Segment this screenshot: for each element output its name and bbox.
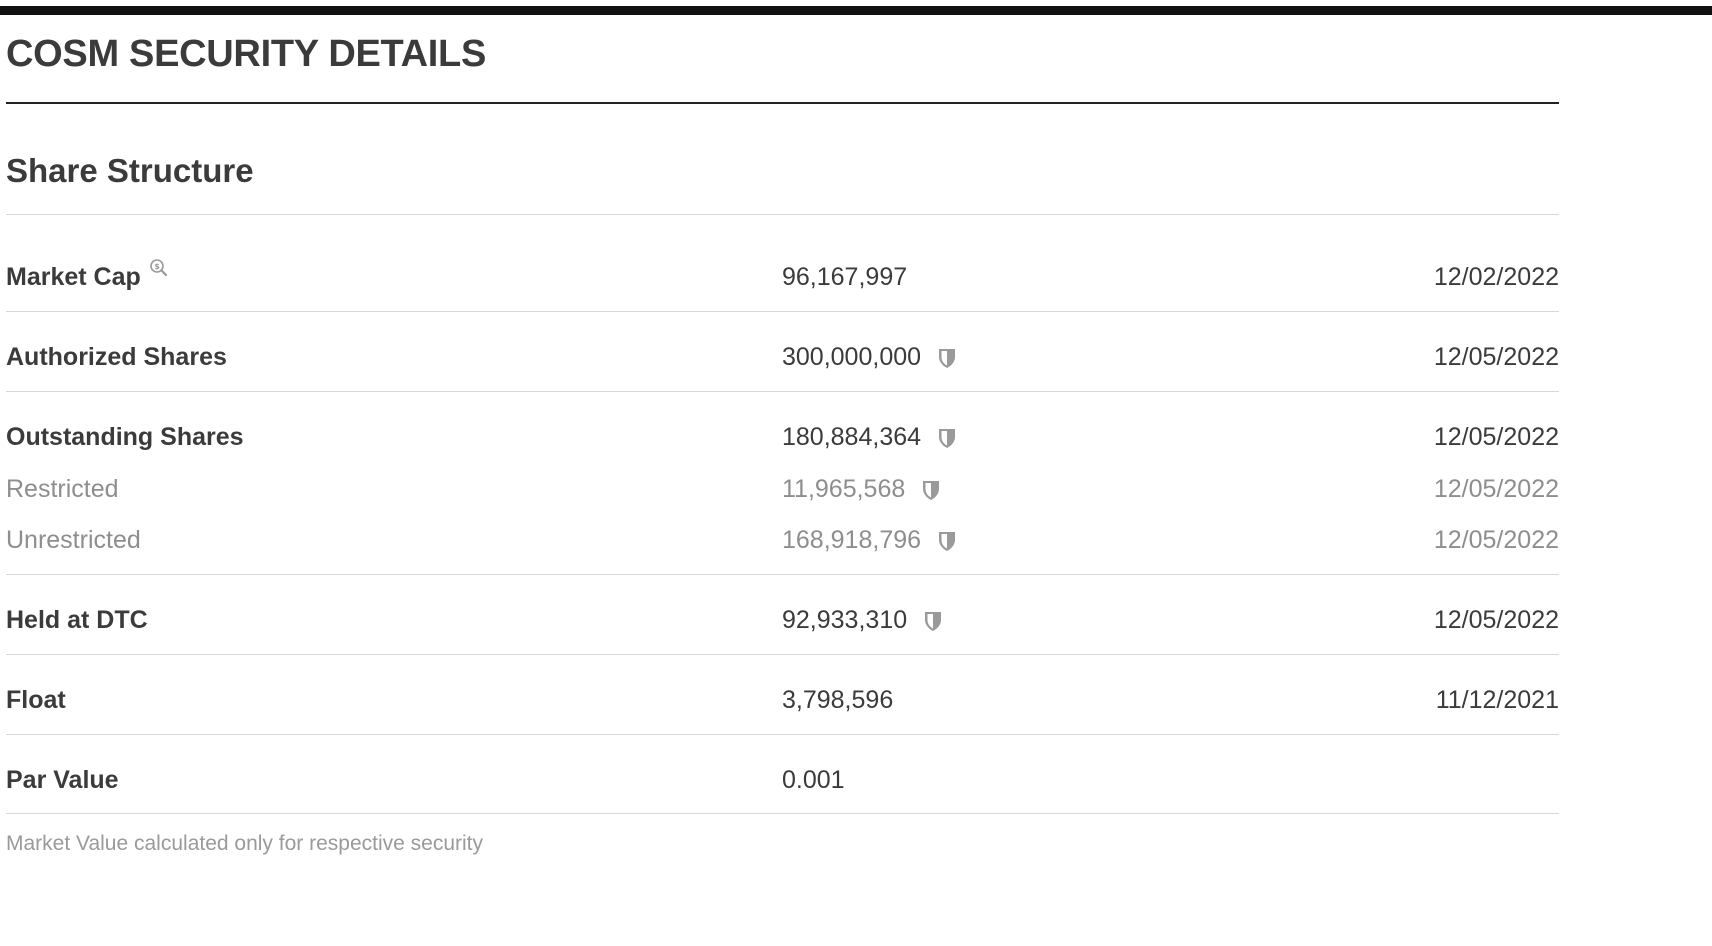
row-value: 180,884,364 bbox=[782, 423, 922, 451]
row-label: Authorized Shares bbox=[6, 343, 227, 371]
row-value-group: 300,000,000 bbox=[782, 342, 957, 372]
row-value: 300,000,000 bbox=[782, 343, 922, 371]
row-value: 168,918,796 bbox=[782, 526, 922, 554]
row-divider bbox=[6, 654, 1559, 655]
shield-icon[interactable] bbox=[921, 478, 941, 500]
row-label: Restricted bbox=[6, 475, 119, 503]
row-value: 0.001 bbox=[782, 766, 845, 794]
row-label: Float bbox=[6, 686, 66, 714]
row-divider bbox=[6, 391, 1559, 392]
row-date: 12/02/2022 bbox=[1433, 263, 1559, 291]
row-label: Outstanding Shares bbox=[6, 423, 244, 451]
row-restricted: Restricted 11,965,568 12/05/2022 bbox=[6, 474, 1559, 504]
row-divider bbox=[6, 311, 1559, 312]
row-authorized-shares: Authorized Shares 300,000,000 12/05/2022 bbox=[6, 342, 1559, 372]
row-date: 12/05/2022 bbox=[1433, 423, 1559, 451]
section-title-share-structure: Share Structure bbox=[6, 152, 254, 189]
svg-text:$: $ bbox=[154, 262, 160, 271]
row-value-group: 180,884,364 bbox=[782, 422, 957, 452]
row-value-group: 168,918,796 bbox=[782, 525, 957, 555]
row-divider bbox=[6, 574, 1559, 575]
row-held-at-dtc: Held at DTC 92,933,310 12/05/2022 bbox=[6, 605, 1559, 635]
shield-icon[interactable] bbox=[937, 529, 957, 551]
shield-icon[interactable] bbox=[937, 346, 957, 368]
shield-icon[interactable] bbox=[937, 426, 957, 448]
row-par-value: Par Value 0.001 bbox=[6, 765, 1559, 795]
row-label: Held at DTC bbox=[6, 606, 148, 634]
page-title: COSM SECURITY DETAILS bbox=[6, 33, 487, 75]
row-date: 11/12/2021 bbox=[1435, 686, 1559, 714]
search-dollar-icon[interactable]: $ bbox=[149, 255, 169, 277]
row-market-cap: Market Cap $ 96,167,997 12/02/2022 bbox=[6, 259, 1559, 292]
row-value: 96,167,997 bbox=[782, 263, 908, 291]
section-divider bbox=[6, 214, 1559, 215]
row-divider bbox=[6, 734, 1559, 735]
row-date: 12/05/2022 bbox=[1433, 606, 1559, 634]
row-value: 3,798,596 bbox=[782, 686, 894, 714]
footnote: Market Value calculated only for respect… bbox=[6, 832, 483, 855]
row-divider bbox=[6, 813, 1559, 814]
row-label: Unrestricted bbox=[6, 526, 141, 554]
row-value-group: 92,933,310 bbox=[782, 605, 943, 635]
row-outstanding-shares: Outstanding Shares 180,884,364 12/05/202… bbox=[6, 422, 1559, 452]
row-value: 11,965,568 bbox=[782, 475, 906, 503]
row-date: 12/05/2022 bbox=[1433, 475, 1559, 503]
row-date: 12/05/2022 bbox=[1433, 526, 1559, 554]
row-float: Float 3,798,596 11/12/2021 bbox=[6, 685, 1559, 715]
row-unrestricted: Unrestricted 168,918,796 12/05/2022 bbox=[6, 525, 1559, 555]
row-value: 92,933,310 bbox=[782, 606, 908, 634]
shield-icon[interactable] bbox=[923, 609, 943, 631]
row-label: Market Cap $ bbox=[6, 259, 167, 292]
row-value-group: 11,965,568 bbox=[782, 474, 941, 504]
row-date: 12/05/2022 bbox=[1433, 343, 1559, 371]
title-divider bbox=[6, 102, 1559, 104]
top-bar bbox=[0, 6, 1712, 15]
row-label: Par Value bbox=[6, 766, 119, 794]
